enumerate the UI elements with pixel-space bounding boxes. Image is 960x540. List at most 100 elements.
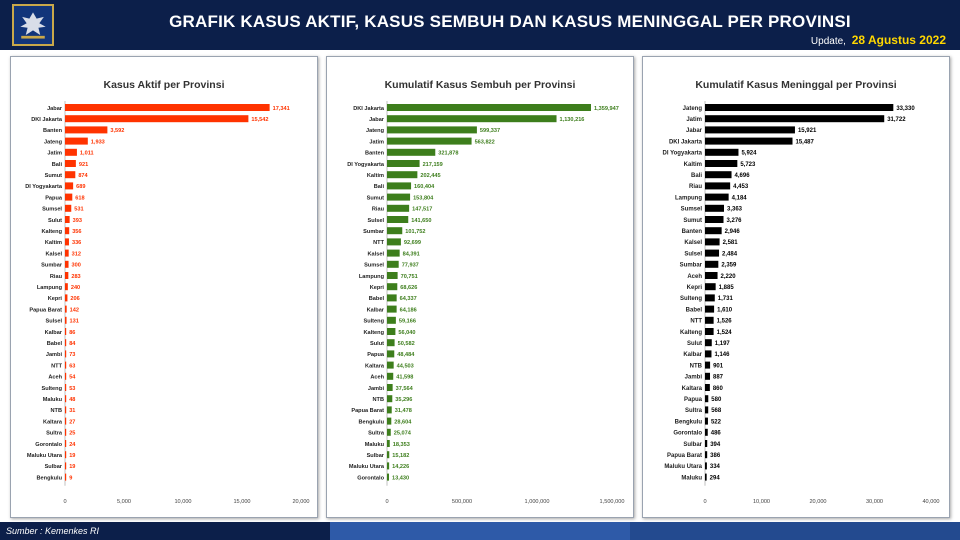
bar xyxy=(65,440,67,447)
category-label: Sulut xyxy=(48,218,62,224)
bar xyxy=(387,406,392,414)
bar xyxy=(65,451,67,459)
data-label: 4,453 xyxy=(733,184,749,190)
bar xyxy=(387,126,477,134)
data-label: 2,484 xyxy=(722,251,738,257)
data-label: 44,503 xyxy=(397,363,414,369)
bar xyxy=(65,126,108,134)
bar xyxy=(387,451,390,459)
data-label: 300 xyxy=(72,263,81,269)
category-label: Kalteng xyxy=(41,229,62,235)
data-label: 580 xyxy=(711,397,722,403)
category-label: Papua xyxy=(684,397,703,403)
data-label: 141,650 xyxy=(411,218,431,224)
data-label: 142 xyxy=(70,307,79,313)
data-label: 2,581 xyxy=(723,240,739,246)
data-label: 15,921 xyxy=(798,128,817,134)
data-label: 70,751 xyxy=(401,274,418,280)
category-label: Jatim xyxy=(47,151,62,157)
bar xyxy=(65,283,68,291)
bar xyxy=(387,328,396,335)
category-label: Gorontalo xyxy=(357,475,384,481)
bar xyxy=(65,316,67,324)
category-label: Sultra xyxy=(46,431,63,437)
bar xyxy=(705,115,885,123)
category-label: Papua xyxy=(367,352,385,358)
category-label: Maluku xyxy=(681,475,702,481)
data-label: 599,337 xyxy=(480,128,500,134)
category-label: Kaltim xyxy=(367,173,384,179)
x-tick-label: 500,000 xyxy=(452,499,472,505)
category-label: Sulteng xyxy=(680,296,702,302)
bar xyxy=(387,417,392,425)
data-label: 283 xyxy=(71,274,80,280)
category-label: Banten xyxy=(365,151,385,157)
category-label: Bali xyxy=(691,173,702,179)
bar xyxy=(387,115,557,123)
category-label: DI Yogyakarta xyxy=(25,184,63,190)
bar xyxy=(65,182,74,190)
bar xyxy=(705,350,712,358)
data-label: 14,226 xyxy=(392,464,409,470)
bar xyxy=(705,182,731,190)
category-label: Kalsel xyxy=(368,251,385,257)
bar xyxy=(65,328,67,335)
category-label: Sulteng xyxy=(363,319,384,325)
data-label: 3,276 xyxy=(727,218,743,224)
data-label: 1,933 xyxy=(91,139,105,145)
category-label: Maluku Utara xyxy=(349,464,385,470)
bar xyxy=(705,384,710,391)
data-label: 73 xyxy=(69,352,75,358)
data-label: 31,478 xyxy=(395,408,412,414)
data-label: 3,363 xyxy=(727,207,743,213)
data-label: 202,445 xyxy=(420,173,440,179)
category-label: Bengkulu xyxy=(359,419,385,425)
chart-title: Kumulatif Kasus Meninggal per Provinsi xyxy=(695,79,896,91)
data-label: 63 xyxy=(69,363,75,369)
category-label: Gorontalo xyxy=(35,442,62,448)
bar xyxy=(387,137,472,145)
category-label: Maluku xyxy=(43,397,63,403)
category-label: Kaltara xyxy=(682,386,703,392)
category-label: Banten xyxy=(682,229,703,235)
data-label: 33,330 xyxy=(896,106,915,112)
bar xyxy=(387,462,390,470)
category-label: Bali xyxy=(52,162,63,168)
category-label: Riau xyxy=(372,207,385,213)
x-tick-label: 10,000 xyxy=(174,499,191,505)
bar xyxy=(705,328,714,335)
data-label: 54 xyxy=(69,375,76,381)
footer-stripe xyxy=(330,522,630,540)
data-label: 522 xyxy=(711,419,722,425)
category-label: Sulbar xyxy=(45,464,63,470)
category-label: NTB xyxy=(373,397,385,403)
bar xyxy=(387,395,393,403)
category-label: Maluku Utara xyxy=(664,464,702,470)
data-label: 1,146 xyxy=(714,352,730,358)
bar xyxy=(387,384,393,391)
bar xyxy=(705,305,715,313)
category-label: Lampung xyxy=(37,285,63,291)
data-label: 68,626 xyxy=(400,285,417,291)
bar xyxy=(705,137,793,145)
bar xyxy=(705,339,712,347)
data-label: 50,582 xyxy=(398,341,415,347)
bar xyxy=(387,361,394,369)
bar xyxy=(705,417,708,425)
x-tick-label: 30,000 xyxy=(866,499,883,505)
chart-kasus-meninggal: Kumulatif Kasus Meninggal per Provinsi Ja… xyxy=(663,79,940,505)
category-label: Sumut xyxy=(45,173,63,179)
data-label: 901 xyxy=(713,363,724,369)
x-tick-label: 5,000 xyxy=(117,499,131,505)
bar xyxy=(387,440,390,447)
bar xyxy=(387,339,395,347)
data-label: 160,404 xyxy=(414,184,435,190)
bar xyxy=(387,148,436,156)
data-label: 563,822 xyxy=(475,139,495,145)
bar xyxy=(705,204,725,212)
bar xyxy=(387,249,400,257)
data-label: 31 xyxy=(69,408,75,414)
category-label: Lampung xyxy=(359,274,385,280)
data-label: 53 xyxy=(69,386,75,392)
bar xyxy=(65,216,70,223)
